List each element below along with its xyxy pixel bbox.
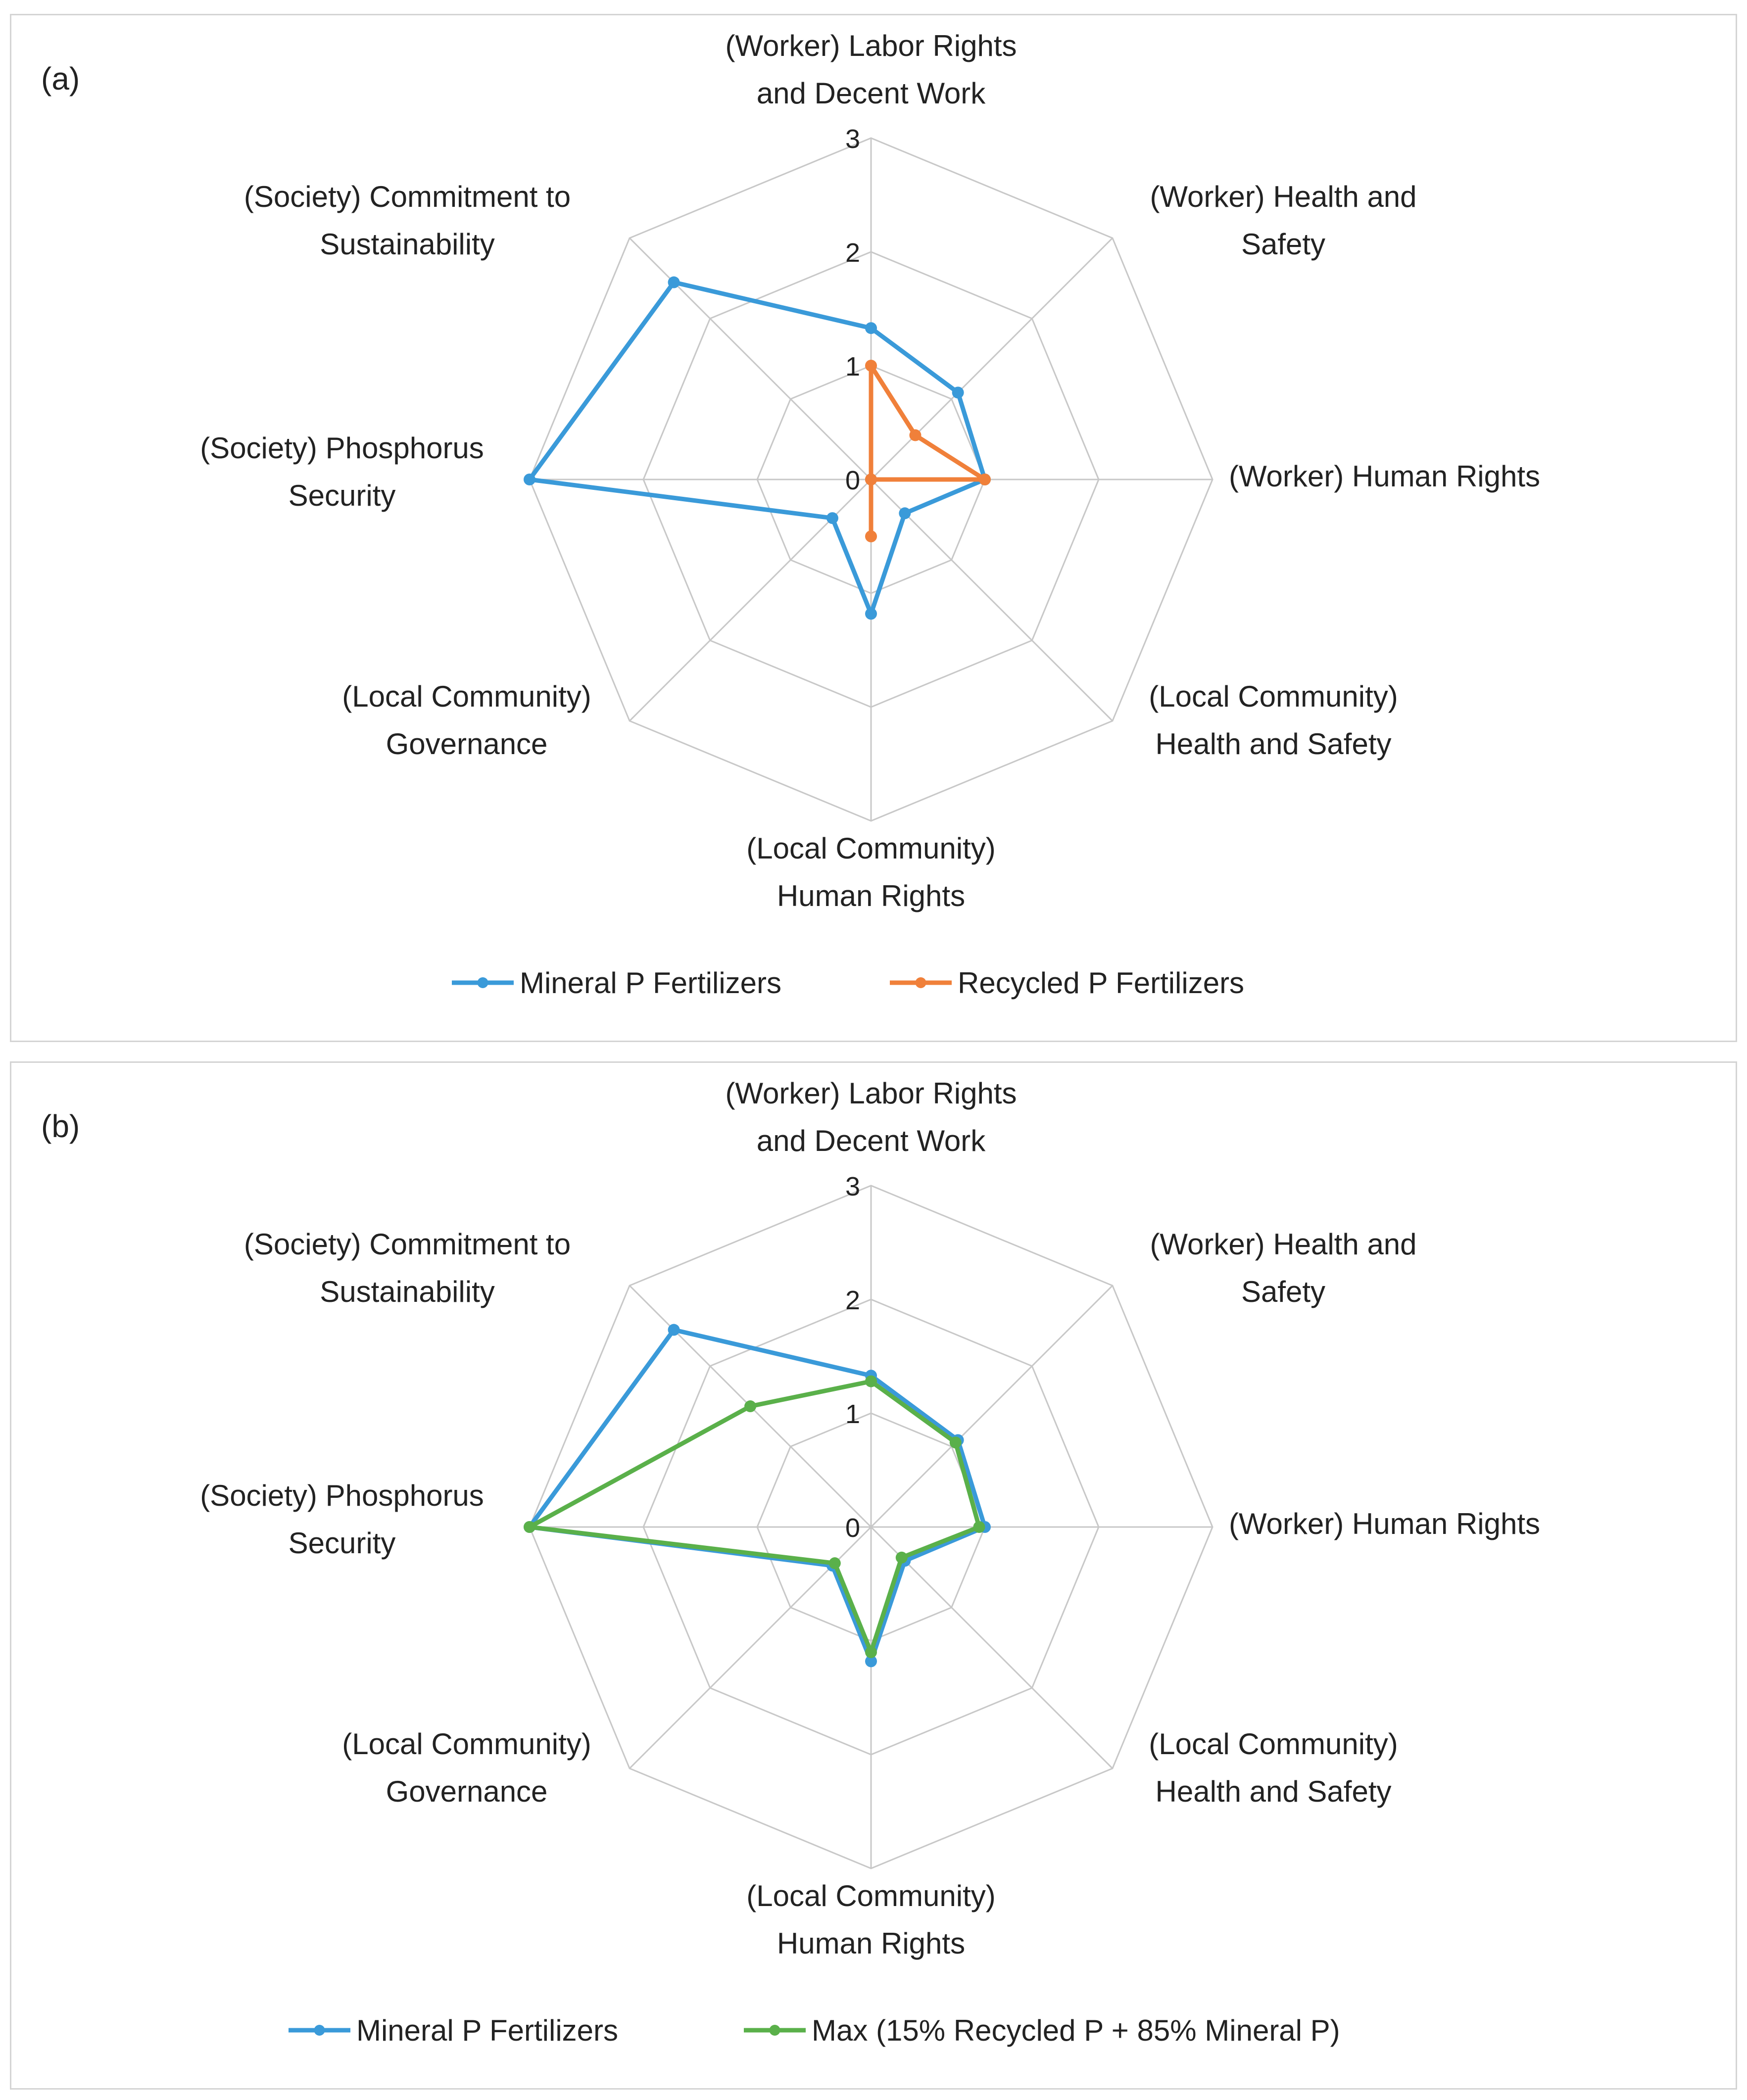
legend-label: Max (15% Recycled P + 85% Mineral P) [812, 2014, 1340, 2047]
legend-marker [769, 2025, 780, 2036]
axis-label: (Local Community) Health and Safety [1149, 1727, 1398, 1808]
axis-spoke [870, 238, 1113, 480]
axis-label: (Society) Commitment to Sustainability [244, 1228, 571, 1308]
axis-spoke [870, 1526, 1113, 1769]
panel-a: (a) 0 1 2 3 (Worker) Labor Rights and Decent W… [10, 14, 1737, 1042]
legend-label: Mineral P Fertilizers [520, 966, 781, 1000]
tick-label: 0 [845, 1513, 860, 1543]
data-point [668, 1324, 680, 1336]
tick-label: 2 [845, 1286, 860, 1315]
data-point [865, 1655, 877, 1668]
axis-label: (Worker) Labor Rights and Decent Work [725, 29, 1017, 110]
data-point [865, 474, 877, 485]
series-line [527, 1379, 981, 1655]
legend-label: Recycled P Fertilizers [958, 966, 1244, 1000]
axis-label: (Local Community) Human Rights [746, 832, 995, 912]
series-line [527, 280, 987, 616]
data-point [949, 1436, 962, 1449]
data-point [895, 1551, 908, 1564]
panel-label: (b) [41, 1108, 80, 1144]
series-line [527, 1328, 987, 1664]
legend-label: Mineral P Fertilizers [356, 2014, 618, 2047]
axis-label: (Worker) Human Rights [1229, 1507, 1540, 1540]
legend: Mineral P Fertilizers Max (15% Recycled P… [289, 2014, 1340, 2047]
data-point [524, 1521, 535, 1533]
axis-label: (Society) Phosphorus Security [200, 431, 484, 512]
tick-label: 3 [845, 1172, 860, 1201]
axis-label: (Worker) Labor Rights and Decent Work [725, 1077, 1017, 1157]
panel-label: (a) [41, 61, 80, 96]
data-point [668, 276, 680, 288]
legend: Mineral P Fertilizers Recycled P Fertiliz… [452, 966, 1244, 1000]
tick-label: 1 [845, 352, 860, 382]
series-2 [524, 1375, 985, 1658]
tick-label: 1 [845, 1399, 860, 1429]
data-point [828, 1557, 841, 1570]
data-point [865, 1375, 877, 1387]
axis-label: (Worker) Health and Safety [1150, 180, 1416, 261]
axis-label: (Local Community) Human Rights [746, 1879, 995, 1960]
series-1 [524, 1324, 991, 1668]
axis-label: (Society) Phosphorus Security [200, 1479, 484, 1560]
data-point [865, 608, 877, 620]
legend-marker [915, 977, 926, 988]
data-point [899, 507, 911, 520]
radar-chart-a: (a) 0 1 2 3 (Worker) Labor Rights and Decent W… [41, 29, 1540, 1000]
series-line [869, 363, 987, 539]
axis-label: (Worker) Health and Safety [1150, 1228, 1416, 1308]
panel-b: (b) 0 1 2 3 (Worker) Labor Rights and Decent W… [10, 1061, 1737, 2090]
radar-chart-b: (b) 0 1 2 3 (Worker) Labor Rights and Decent W… [41, 1077, 1540, 2047]
axis-spoke [629, 238, 872, 480]
data-point [865, 530, 877, 542]
axis-spoke [870, 478, 1113, 721]
data-point [865, 1646, 877, 1658]
data-point [865, 322, 877, 334]
data-point [952, 386, 964, 399]
legend-marker [314, 2025, 325, 2036]
series-1 [524, 276, 991, 620]
axis-label: (Worker) Human Rights [1229, 460, 1540, 493]
data-point [865, 360, 877, 372]
data-point [744, 1400, 757, 1413]
radar-grid [529, 1185, 1213, 1869]
legend-marker [477, 977, 488, 988]
tick-label: 2 [845, 238, 860, 268]
axis-spoke [870, 1285, 1113, 1528]
data-point [909, 429, 922, 441]
tick-label: 3 [845, 124, 860, 154]
axis-label: (Society) Commitment to Sustainability [244, 180, 571, 261]
axis-label: (Local Community) Governance [342, 1727, 591, 1808]
axis-label: (Local Community) Governance [342, 680, 591, 761]
data-point [973, 1521, 985, 1533]
data-point [826, 512, 838, 525]
tick-label: 0 [845, 466, 860, 495]
axis-label: (Local Community) Health and Safety [1149, 680, 1398, 761]
data-point [979, 474, 991, 485]
data-point [524, 474, 535, 485]
series-2 [865, 360, 991, 542]
